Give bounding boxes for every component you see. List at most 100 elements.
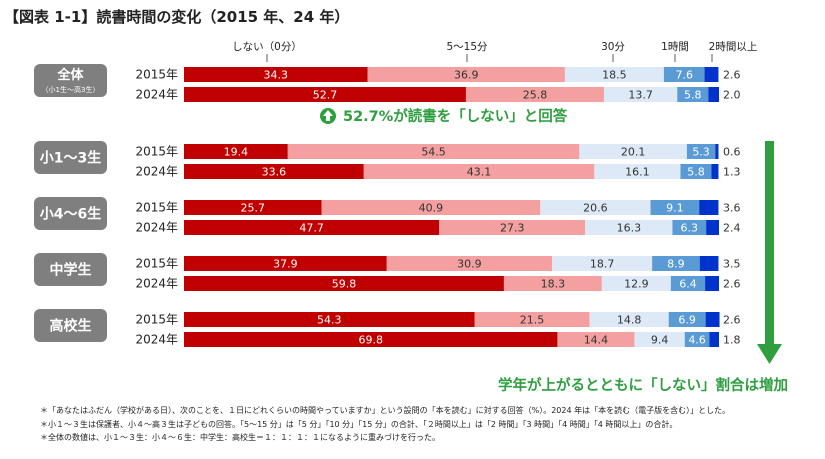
footnotes: ＊「あなたはふだん（学校がある日）、次のことを、１日にどれくらいの時間やっていま… — [40, 404, 730, 445]
group-label: 高校生 — [50, 318, 92, 335]
bar-segment — [386, 256, 553, 271]
footnote: ＊全体の数値は、小１～３生：小４～６生：中学生：高校生＝１：１：１：１になるよう… — [40, 433, 440, 442]
bar-segment — [184, 332, 558, 347]
bar-segment — [672, 220, 707, 235]
data-label: 13.7 — [628, 89, 653, 102]
bar-segment — [367, 67, 565, 82]
bar-segment — [321, 200, 541, 215]
data-label: 2.6 — [723, 278, 741, 291]
bar-segment — [184, 256, 387, 271]
bar-segment — [589, 312, 669, 327]
bar-segment — [184, 312, 475, 327]
group-label-box — [34, 197, 107, 230]
bar-segment — [603, 87, 678, 102]
bar-segment — [184, 276, 504, 291]
group-label-box — [34, 253, 107, 286]
year-label: 2015年 — [135, 145, 178, 159]
data-label: 37.9 — [273, 258, 298, 271]
data-label: 21.5 — [520, 314, 545, 327]
data-label: 9.4 — [651, 334, 669, 347]
bar-segment — [684, 332, 710, 347]
data-label: 30.9 — [457, 258, 482, 271]
data-label: 20.1 — [621, 146, 646, 159]
group-label: 全体 — [56, 67, 84, 83]
data-label: 14.4 — [584, 334, 609, 347]
data-label: 59.8 — [332, 278, 357, 291]
data-label: 8.9 — [667, 258, 685, 271]
footnote: ＊「あなたはふだん（学校がある日）、次のことを、１日にどれくらいの時間やっていま… — [40, 406, 731, 415]
bar-segment — [540, 200, 651, 215]
bar-segment — [439, 220, 586, 235]
year-label: 2015年 — [135, 201, 178, 215]
data-label: 43.1 — [467, 166, 492, 179]
data-label: 12.9 — [624, 278, 649, 291]
group-label-box — [34, 309, 107, 342]
data-label: 2.6 — [723, 314, 741, 327]
data-label: 3.5 — [723, 258, 741, 271]
data-label: 54.5 — [421, 146, 446, 159]
data-label: 18.7 — [590, 258, 615, 271]
chart-title: 【図表 1-1】読書時間の変化（2015 年、24 年） — [4, 8, 350, 26]
data-label: 14.8 — [617, 314, 642, 327]
data-label: 18.3 — [541, 278, 566, 291]
data-label: 9.1 — [666, 202, 684, 215]
bar-segment — [184, 164, 364, 179]
bar-segment — [708, 87, 719, 102]
bar-segment — [668, 312, 706, 327]
bar-segment — [711, 164, 719, 179]
data-label: 25.7 — [240, 202, 265, 215]
data-label: 16.1 — [625, 166, 650, 179]
bar-segment — [699, 256, 719, 271]
data-label: 5.8 — [684, 89, 702, 102]
data-label: 19.4 — [224, 146, 249, 159]
bar-segment — [650, 200, 700, 215]
bar-segment — [706, 220, 719, 235]
trend-arrow-shaft — [765, 141, 774, 346]
year-label: 2024年 — [135, 88, 178, 102]
data-label: 34.3 — [264, 69, 289, 82]
bar-segment — [465, 87, 604, 102]
group-sublabel: （小1生～高3生） — [42, 85, 100, 94]
data-label: 5.3 — [692, 146, 710, 159]
year-label: 2015年 — [135, 313, 178, 327]
data-label: 20.6 — [583, 202, 608, 215]
data-label: 54.3 — [317, 314, 342, 327]
bar-segment — [474, 312, 590, 327]
data-label: 5.8 — [687, 166, 705, 179]
bar-segment — [704, 67, 719, 82]
bar-segment — [552, 256, 653, 271]
data-label: 18.5 — [602, 69, 627, 82]
bar-segment — [363, 164, 595, 179]
group-label: 中学生 — [50, 262, 92, 279]
data-label: 1.3 — [723, 166, 741, 179]
bar-segment — [699, 200, 719, 215]
data-label: 4.6 — [688, 334, 706, 347]
data-label: 40.9 — [419, 202, 444, 215]
group-label-box — [34, 64, 107, 97]
data-label: 27.3 — [500, 222, 525, 235]
bar-segment — [585, 220, 673, 235]
data-label: 0.6 — [723, 146, 741, 159]
bar-segment — [663, 67, 705, 82]
highlight-annotation: 52.7%が読書を「しない」と回答 — [343, 107, 568, 125]
bar-segment — [184, 144, 288, 159]
data-label: 69.8 — [358, 334, 383, 347]
bar-segment — [680, 164, 712, 179]
year-label: 2024年 — [135, 333, 178, 347]
bar-segment — [594, 164, 681, 179]
data-label: 1.8 — [723, 334, 741, 347]
bar-segment — [287, 144, 580, 159]
bar-segment — [184, 67, 368, 82]
bar-segment — [705, 276, 719, 291]
bar-segment — [652, 256, 700, 271]
bar-segment — [564, 67, 664, 82]
bar-segment — [579, 144, 687, 159]
bar-segment — [686, 144, 716, 159]
legend-label: しない（0分） — [232, 41, 302, 53]
data-label: 7.6 — [675, 69, 693, 82]
bar-segment — [557, 332, 635, 347]
bar-segment — [677, 87, 709, 102]
legend-label: 1時間 — [661, 41, 689, 53]
data-label: 47.7 — [299, 222, 324, 235]
